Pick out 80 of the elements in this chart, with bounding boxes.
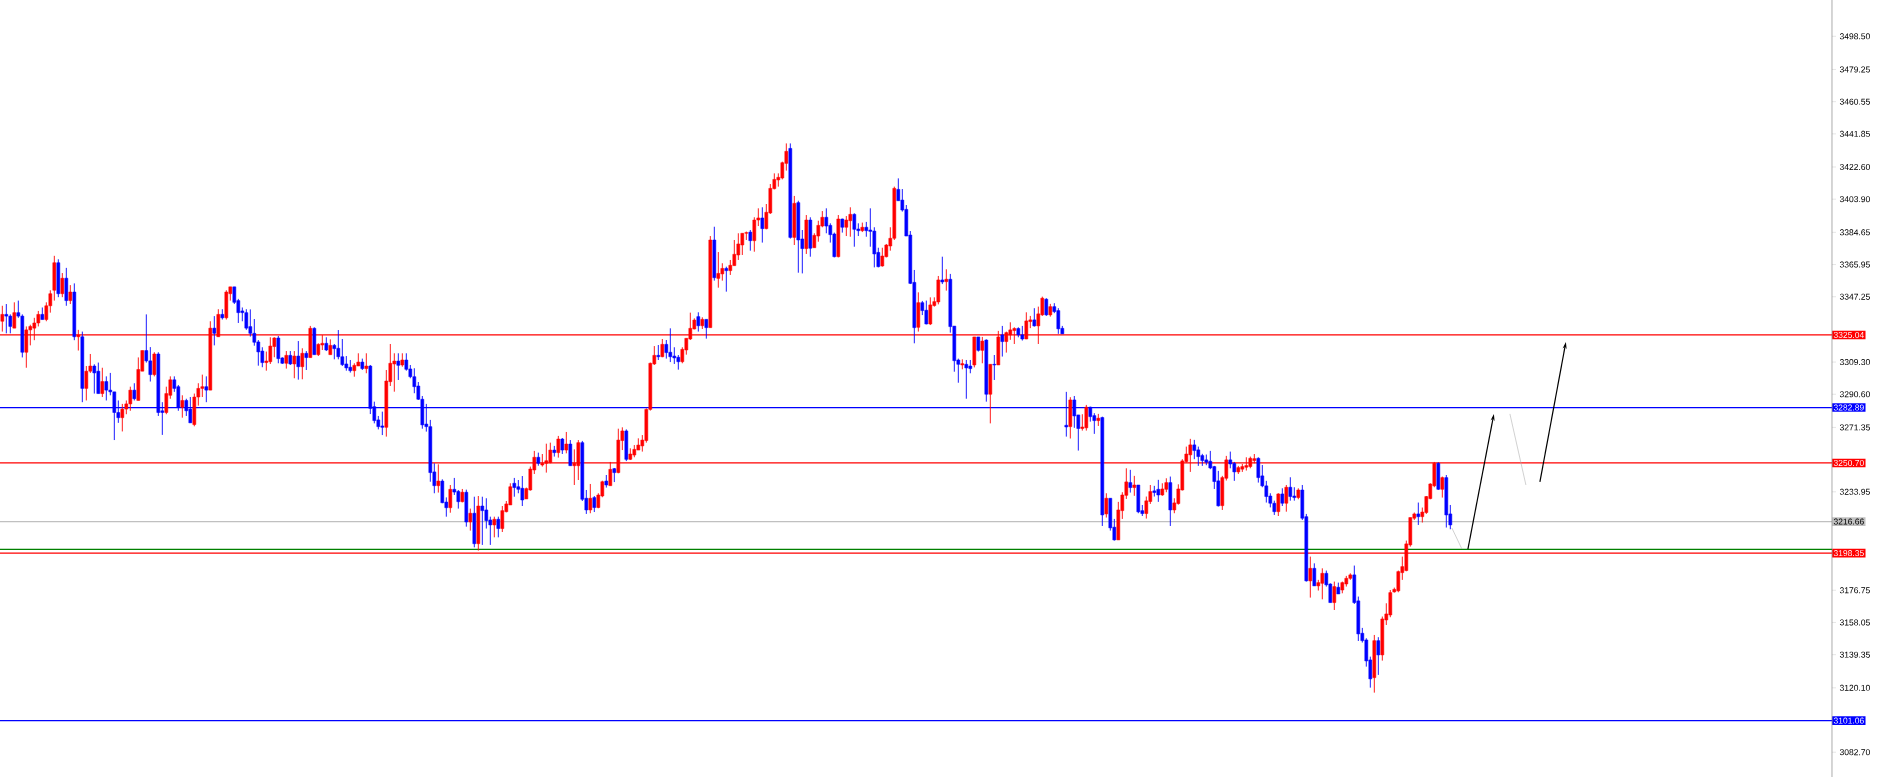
ref-line-label: 3325.04 (1833, 331, 1864, 338)
candlestick (664, 339, 669, 360)
candlestick (1032, 307, 1037, 328)
candlestick (364, 352, 369, 374)
candlestick (296, 340, 301, 381)
candlestick (1104, 492, 1109, 518)
candlestick (752, 216, 757, 253)
candlestick (564, 431, 569, 454)
candlestick (844, 215, 849, 237)
ref-line-label: 3250.70 (1833, 459, 1864, 466)
candlestick (724, 266, 729, 293)
candlestick (4, 303, 9, 334)
y-tick-label: 3422.60 (1839, 164, 1870, 170)
y-tick-label: 3384.65 (1839, 229, 1870, 236)
candlestick (468, 508, 473, 532)
ref-line-label: 3198.35 (1833, 550, 1864, 557)
candlestick (60, 272, 65, 298)
y-tick-label: 3441.85 (1839, 130, 1870, 137)
candlestick (992, 354, 997, 381)
y-tick-label: 3139.35 (1839, 651, 1870, 658)
y-tick-label: 3479.25 (1839, 66, 1870, 73)
candlestick (68, 284, 73, 305)
candlestick (940, 256, 945, 285)
y-tick-label: 3365.95 (1839, 261, 1870, 268)
candlestick (448, 484, 453, 514)
candlestick (1284, 484, 1289, 513)
candlestick (100, 367, 105, 398)
candlestick (852, 212, 857, 248)
candlestick (96, 362, 101, 395)
ref-line-label: 3101.06 (1833, 717, 1864, 724)
y-tick-label: 3120.10 (1839, 684, 1870, 691)
candlestick (500, 505, 505, 533)
candlestick (944, 268, 949, 292)
candlestick (84, 365, 89, 401)
candlestick (936, 275, 941, 305)
candlestick (204, 375, 209, 403)
candlestick (1256, 456, 1261, 484)
candlestick (1128, 469, 1133, 494)
candlestick (492, 516, 497, 538)
candlestick (704, 318, 709, 340)
candlestick (880, 247, 885, 268)
candlestick (480, 496, 485, 546)
candlestick (748, 229, 753, 252)
candlestick (120, 403, 125, 432)
candlestick (1192, 439, 1197, 460)
candlestick (92, 363, 97, 395)
candlestick (1312, 562, 1317, 587)
candlestick (924, 300, 929, 325)
y-tick-label: 3403.90 (1839, 196, 1870, 203)
ref-line-label: 3282.89 (1833, 404, 1864, 411)
y-tick-label: 3290.60 (1839, 391, 1870, 398)
candlestick (128, 386, 133, 412)
candlestick (496, 516, 501, 538)
candlestick (1376, 636, 1381, 676)
candlestick (292, 350, 297, 379)
candlestick (848, 206, 853, 238)
candlestick (244, 308, 249, 331)
y-tick-label: 3309.30 (1839, 359, 1870, 366)
candlestick (152, 351, 157, 377)
candlestick (380, 411, 385, 436)
candlestick (824, 207, 829, 234)
ref-line-label: 3216.66 (1833, 518, 1864, 525)
candlestick (304, 350, 309, 371)
candlestick (104, 375, 109, 401)
y-tick-label: 3347.25 (1839, 293, 1870, 300)
y-tick-label: 3460.55 (1839, 98, 1870, 105)
candlestick (212, 315, 217, 346)
y-tick-label: 3082.70 (1839, 749, 1870, 756)
candlestick (1288, 476, 1293, 502)
y-tick-label: 3176.75 (1839, 587, 1870, 594)
candlestick (568, 439, 573, 467)
candlestick (656, 344, 661, 361)
y-tick-label: 3271.35 (1839, 424, 1870, 431)
candlestick (760, 206, 765, 244)
y-tick-label: 3498.50 (1839, 33, 1870, 40)
candlestick (1132, 475, 1137, 497)
candlestick (64, 267, 69, 307)
y-tick-label: 3233.95 (1839, 488, 1870, 495)
candlestick (1276, 492, 1281, 517)
y-tick-label: 3158.05 (1839, 619, 1870, 626)
